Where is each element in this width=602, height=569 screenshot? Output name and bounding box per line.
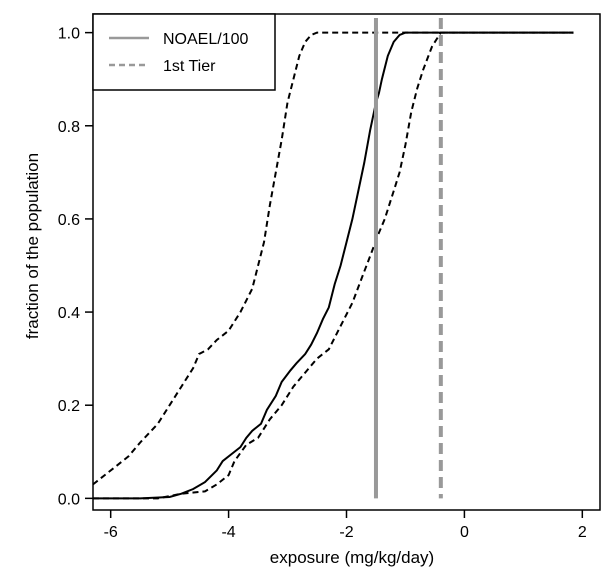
series-line-2	[92, 31, 574, 486]
x-axis-title: exposure (mg/kg/day)	[270, 548, 434, 567]
y-tick-label: 0.6	[58, 212, 80, 229]
series-line-1	[93, 31, 574, 500]
x-tick-label: 2	[578, 524, 587, 541]
y-tick-label: 0.8	[58, 119, 80, 136]
x-tick-label: -4	[221, 524, 235, 541]
x-tick-label: -6	[104, 524, 118, 541]
legend-box	[92, 13, 276, 91]
legend-label: 1st Tier	[163, 58, 216, 75]
y-tick-label: 0.2	[58, 398, 80, 415]
y-axis-title: fraction of the population	[23, 153, 42, 339]
x-tick-label: 0	[460, 524, 469, 541]
y-tick-label: 0.4	[58, 305, 80, 322]
legend-label: NOAEL/100	[163, 31, 248, 48]
series-layer	[92, 31, 574, 500]
y-tick-label: 1.0	[58, 26, 80, 43]
legend: NOAEL/100 1st Tier	[92, 13, 276, 91]
axes-layer: -6 -4 -2 0 2 0.0 0.2 0.4 0.6 0.8 1.0	[58, 13, 601, 541]
vline-layer	[373, 18, 443, 499]
y-tick-label: 0.0	[58, 491, 80, 508]
x-tick-label: -2	[339, 524, 353, 541]
series-line-3	[93, 31, 574, 500]
